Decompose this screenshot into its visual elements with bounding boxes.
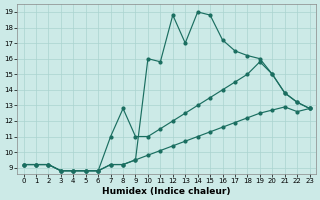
X-axis label: Humidex (Indice chaleur): Humidex (Indice chaleur) [102, 187, 231, 196]
